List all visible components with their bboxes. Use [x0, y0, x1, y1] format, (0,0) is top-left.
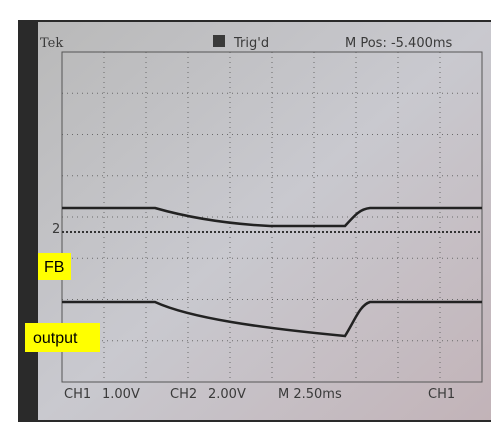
ch2-scale: 2.00V — [208, 387, 246, 402]
ch1: CH1 — [64, 387, 91, 402]
fb-trace — [62, 206, 482, 228]
brand: Tek — [40, 36, 63, 51]
trigger-source: CH1 — [428, 387, 455, 402]
graticule — [62, 52, 482, 382]
position: M Pos: -5.400ms — [345, 36, 453, 51]
screen — [38, 22, 491, 420]
channel2-marker: 2 — [52, 222, 60, 237]
timebase: M 2.50ms — [278, 387, 342, 402]
trigger-icon — [213, 35, 225, 47]
ch1-scale: 1.00V — [102, 387, 140, 402]
fb-label-box — [38, 253, 71, 280]
trigger-status: Trig'd — [233, 36, 269, 51]
ch2: CH2 — [170, 387, 197, 402]
graticule-border — [61, 51, 483, 383]
output-label-box — [25, 323, 100, 352]
output-trace — [62, 300, 482, 338]
fb-label: FB — [44, 259, 64, 276]
output-label: output — [33, 330, 78, 347]
